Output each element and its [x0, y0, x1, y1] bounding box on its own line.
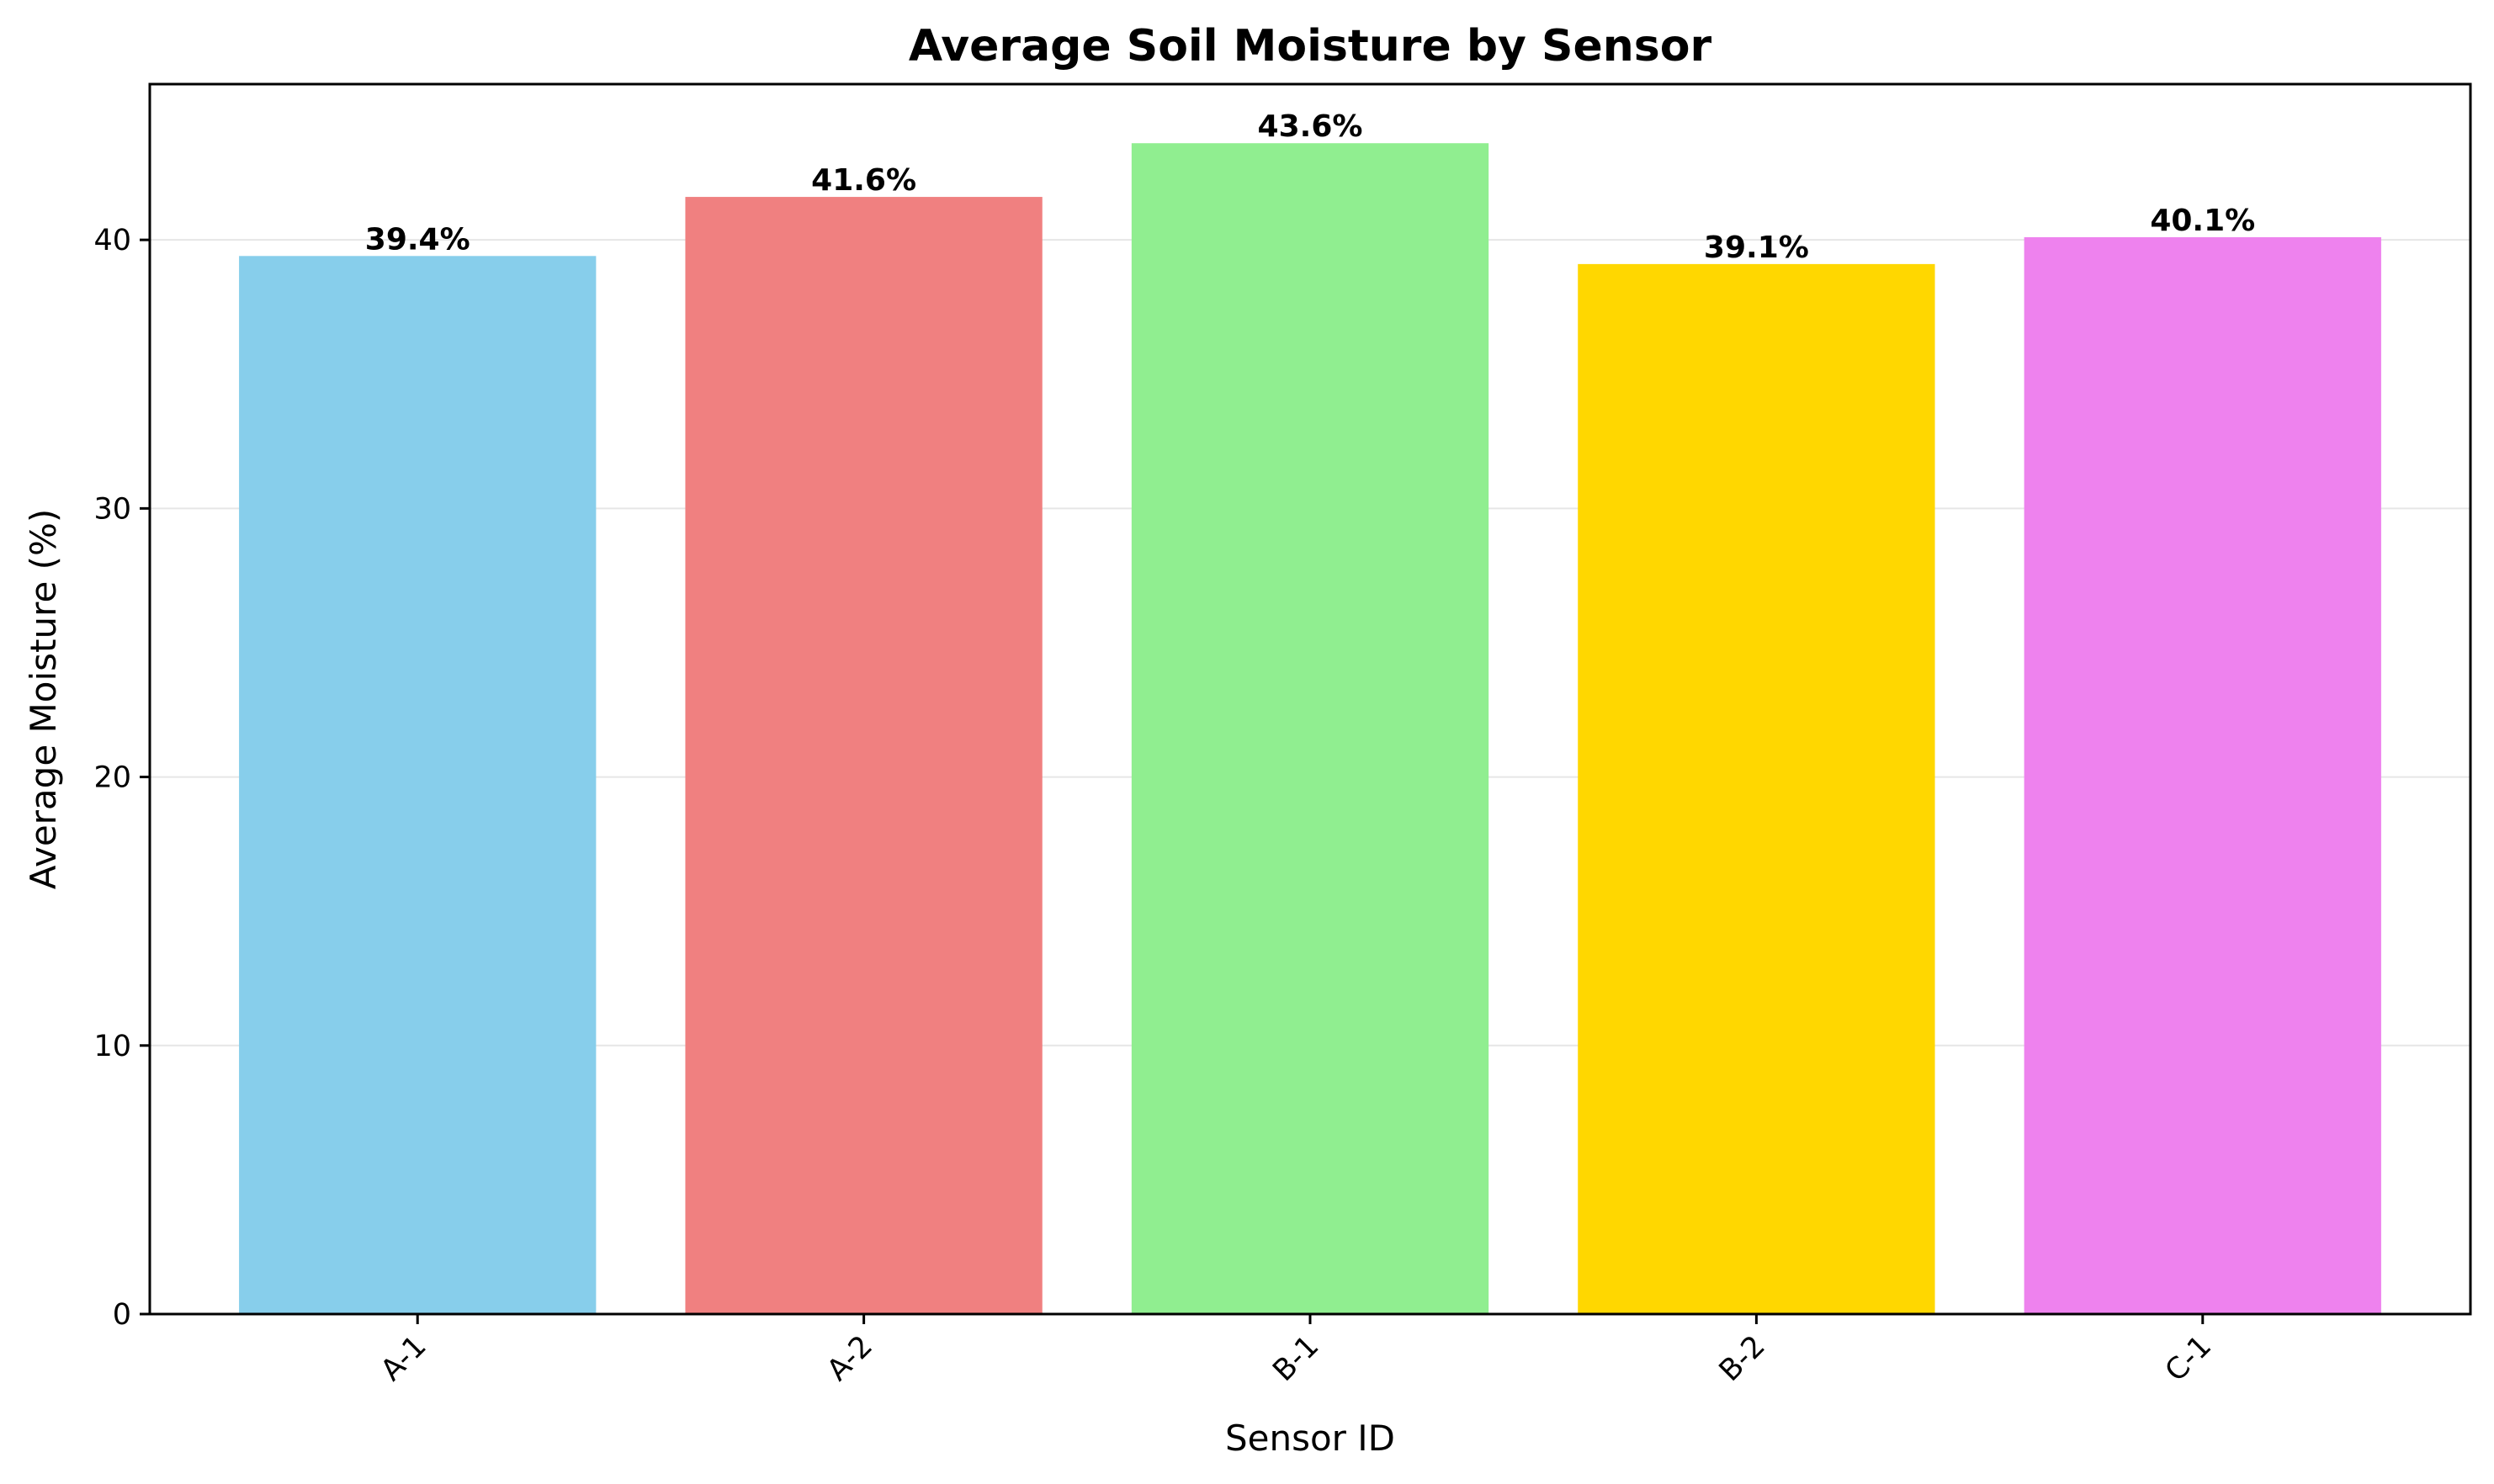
bars — [239, 143, 2381, 1315]
bar-b-2 — [1578, 263, 1935, 1315]
chart-title: Average Soil Moisture by Sensor — [909, 21, 1712, 72]
y-tick-label: 30 — [93, 492, 131, 526]
data-label-c-1: 40.1% — [2150, 204, 2255, 238]
bar-b-1 — [1131, 143, 1489, 1315]
data-label-b-2: 39.1% — [1704, 231, 1809, 265]
data-label-a-2: 41.6% — [811, 163, 916, 198]
bar-c-1 — [2024, 236, 2381, 1315]
bar-a-1 — [239, 256, 597, 1315]
data-label-b-1: 43.6% — [1258, 109, 1363, 144]
y-axis-label: Average Moisture (%) — [23, 509, 64, 890]
data-labels: 39.4% 41.6% 43.6% 39.1% 40.1% — [365, 109, 2255, 265]
y-tick-label: 10 — [93, 1030, 131, 1063]
bar-a-2 — [685, 197, 1043, 1315]
x-axis-label: Sensor ID — [1225, 1418, 1395, 1459]
y-axis-ticks: 0 10 20 30 40 — [93, 224, 150, 1332]
y-tick-label: 0 — [113, 1298, 131, 1332]
data-label-a-1: 39.4% — [365, 222, 470, 257]
y-tick-label: 20 — [93, 761, 131, 795]
y-tick-label: 40 — [93, 224, 131, 257]
